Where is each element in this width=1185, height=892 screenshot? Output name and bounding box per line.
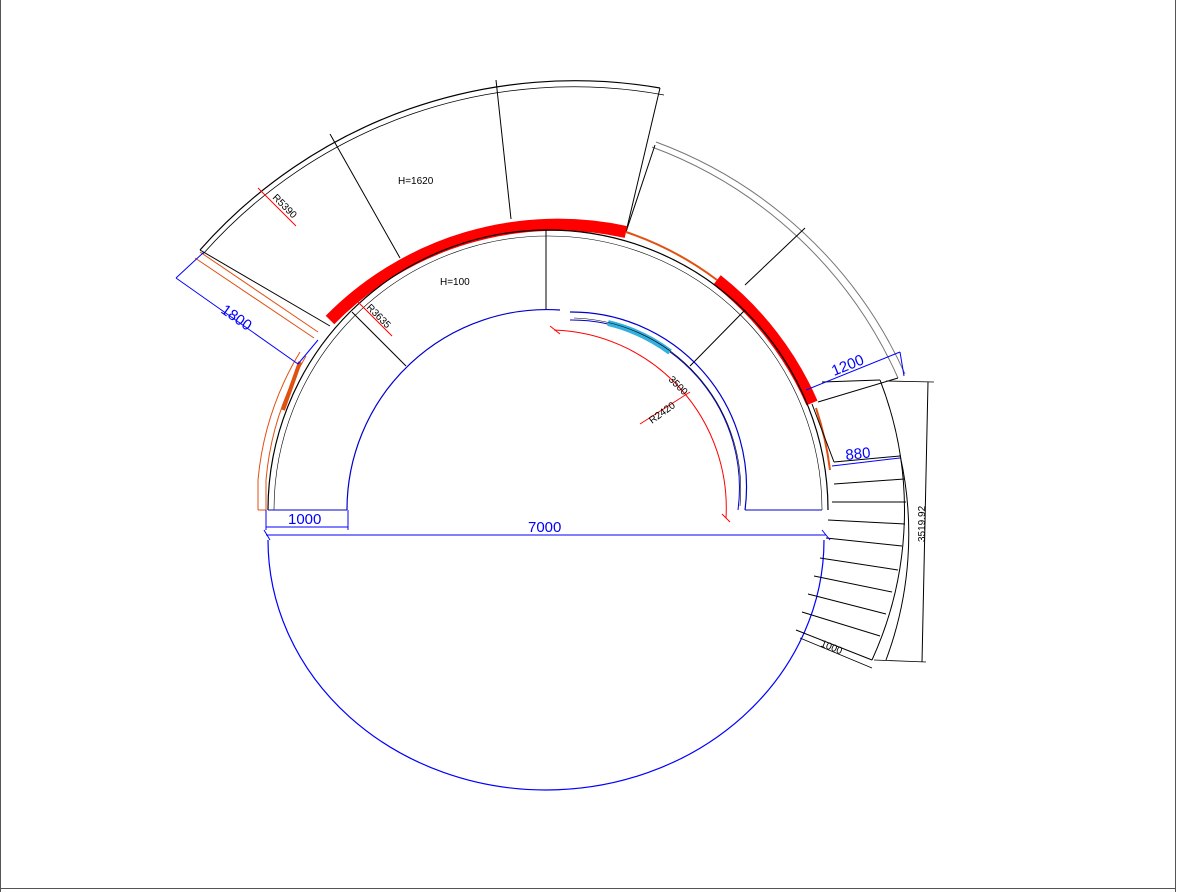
inner-radius-label: R2420 [647, 400, 678, 426]
inner-radius-arc [549, 325, 731, 523]
diameter-label: 7000 [528, 519, 561, 536]
dimension-lines [175, 251, 905, 541]
height-inner-label: H=100 [440, 277, 470, 288]
wall-radius-label: R3635 [364, 302, 393, 331]
height-outer-label: H=1620 [398, 176, 434, 187]
stair-width-label: 880 [845, 444, 872, 464]
sheet-border-left [0, 0, 1, 892]
left-orange-strip [194, 251, 319, 511]
bottom-step-label: 1000 [819, 639, 844, 658]
left-step-label: 1000 [288, 511, 321, 528]
outer-deck [199, 79, 906, 403]
upper-right-width-label: 1200 [829, 351, 866, 379]
stair-run-dimension [799, 380, 935, 669]
spiral-stairs [795, 379, 910, 661]
stair-run-label: 3519.92 [917, 505, 928, 542]
wall-ring [267, 229, 829, 511]
red-coping [325, 218, 831, 471]
radius-indicators [257, 187, 691, 425]
sheet-border-right [1175, 0, 1176, 892]
sheet-border-bottom [0, 888, 1176, 889]
pool-basin [267, 308, 825, 791]
outer-radius-label: R5390 [270, 192, 299, 221]
